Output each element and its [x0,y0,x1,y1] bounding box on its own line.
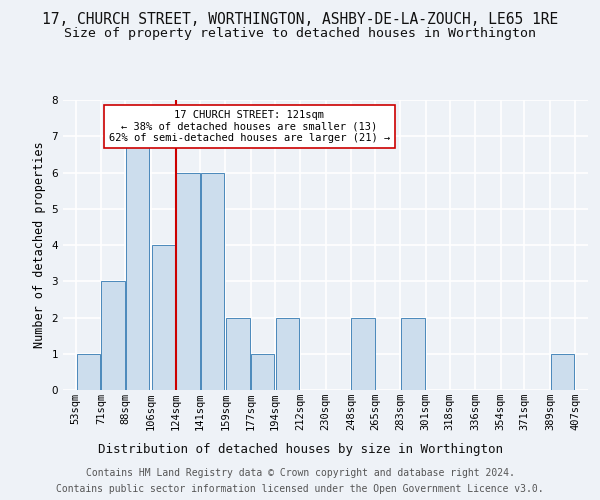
Bar [276,318,299,390]
Bar [201,172,224,390]
Bar [152,245,175,390]
Text: 17 CHURCH STREET: 121sqm
← 38% of detached houses are smaller (13)
62% of semi-d: 17 CHURCH STREET: 121sqm ← 38% of detach… [109,110,390,144]
Bar [401,318,425,390]
Bar [251,354,274,390]
Text: Distribution of detached houses by size in Worthington: Distribution of detached houses by size … [97,442,503,456]
Text: Contains public sector information licensed under the Open Government Licence v3: Contains public sector information licen… [56,484,544,494]
Text: 17, CHURCH STREET, WORTHINGTON, ASHBY-DE-LA-ZOUCH, LE65 1RE: 17, CHURCH STREET, WORTHINGTON, ASHBY-DE… [42,12,558,28]
Bar [77,354,100,390]
Bar [351,318,374,390]
Text: Size of property relative to detached houses in Worthington: Size of property relative to detached ho… [64,28,536,40]
Bar [101,281,125,390]
Text: Contains HM Land Registry data © Crown copyright and database right 2024.: Contains HM Land Registry data © Crown c… [86,468,514,477]
Bar [176,172,200,390]
Bar [551,354,574,390]
Bar [226,318,250,390]
Bar [126,136,149,390]
Y-axis label: Number of detached properties: Number of detached properties [33,142,46,348]
